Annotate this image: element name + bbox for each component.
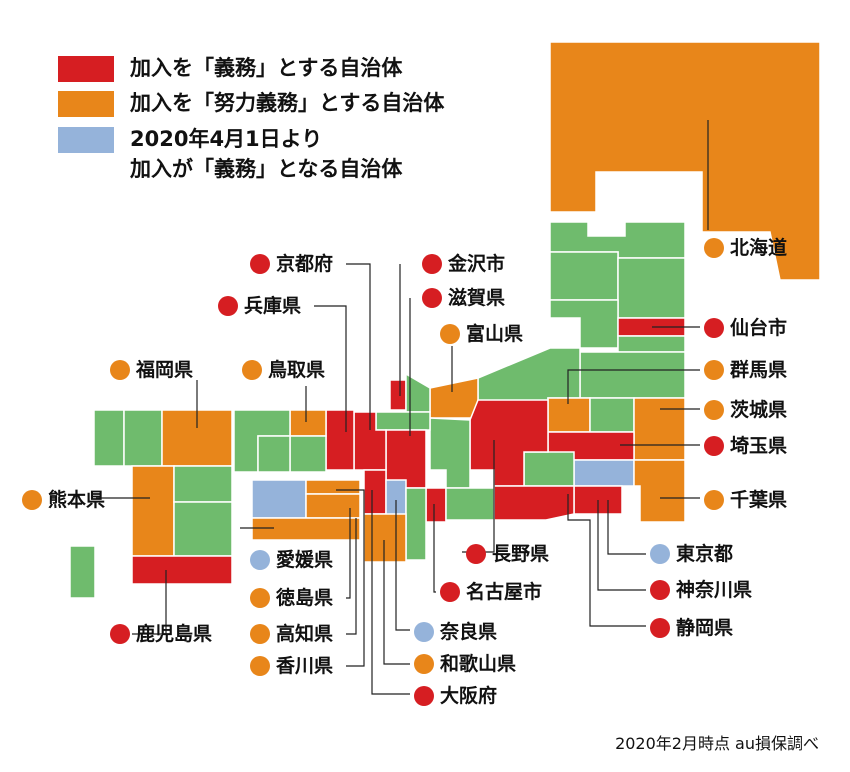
- leader-line: [346, 518, 357, 635]
- legend-text-effort: 加入を「努力義務」とする自治体: [130, 91, 445, 115]
- status-dot: [704, 238, 724, 258]
- leader-line: [597, 500, 646, 591]
- region-toyama: [429, 377, 479, 419]
- region-hiroshima: [257, 435, 291, 473]
- leader-line: [607, 500, 646, 555]
- status-dot: [440, 324, 460, 344]
- region-oita: [173, 465, 233, 503]
- region-hokkaido: [549, 41, 821, 281]
- status-dot: [704, 318, 724, 338]
- status-dot: [250, 588, 270, 608]
- leader-line: [433, 504, 436, 593]
- region-kochi: [251, 517, 361, 541]
- status-dot: [250, 254, 270, 274]
- status-dot: [422, 254, 442, 274]
- region-tokushima: [305, 493, 361, 519]
- region-gifu: [429, 417, 471, 489]
- leader-line: [383, 540, 410, 665]
- region-kagawa: [305, 479, 361, 495]
- legend-swatch-mandatory: [58, 56, 114, 82]
- region-mie: [405, 487, 427, 561]
- source-note: 2020年2月時点 au損保調べ: [615, 734, 819, 753]
- region-okayama: [289, 435, 327, 473]
- status-dot: [250, 656, 270, 676]
- leader-line: [336, 489, 365, 667]
- region-akita: [549, 251, 619, 301]
- status-dot: [440, 582, 460, 602]
- leader-line: [371, 490, 410, 695]
- leader-line: [346, 508, 351, 599]
- status-dot: [704, 436, 724, 456]
- region-miyazaki: [173, 501, 233, 557]
- leader-line: [346, 263, 371, 430]
- leader-line: [567, 494, 646, 627]
- region-kanazawa: [389, 379, 407, 411]
- legend-swatch-from-april-2020: [58, 127, 114, 153]
- status-dot: [650, 580, 670, 600]
- status-dot: [414, 622, 434, 642]
- region-ibaraki: [633, 397, 686, 461]
- status-dot: [704, 360, 724, 380]
- region-fukui: [375, 411, 431, 431]
- region-nagoya: [425, 487, 447, 523]
- region-tochigi: [589, 397, 635, 433]
- region-fukushima: [579, 351, 686, 399]
- leader-lines: [96, 120, 709, 695]
- legend-text-from-april-2020-line1: 2020年4月1日より: [130, 127, 323, 151]
- region-saga: [123, 409, 163, 467]
- status-dot: [704, 400, 724, 420]
- region-miyagi: [617, 335, 686, 353]
- status-dot: [650, 618, 670, 638]
- status-dot: [250, 550, 270, 570]
- leader-line: [132, 570, 167, 635]
- region-osaka: [363, 469, 387, 515]
- region-kumamoto: [131, 465, 175, 557]
- status-dot: [422, 288, 442, 308]
- status-dot: [650, 544, 670, 564]
- leader-line: [314, 305, 347, 432]
- status-dot: [22, 490, 42, 510]
- leader-line: [567, 369, 700, 404]
- region-ehime: [251, 479, 307, 519]
- status-dot: [242, 360, 262, 380]
- region-hyogo: [325, 409, 355, 471]
- region-wakayama: [363, 513, 407, 563]
- region-aichi: [445, 487, 495, 521]
- region-okinawa: [69, 545, 96, 599]
- status-dot: [110, 360, 130, 380]
- legend-text-from-april-2020-line2: 加入が「義務」となる自治体: [130, 157, 403, 181]
- status-dot: [466, 544, 486, 564]
- status-dot: [110, 624, 130, 644]
- status-dot: [250, 624, 270, 644]
- status-dot: [704, 490, 724, 510]
- region-kagoshima: [131, 555, 233, 585]
- region-chiba: [633, 459, 686, 523]
- region-yamanashi: [523, 451, 575, 487]
- region-yamagata: [549, 299, 619, 349]
- status-dot: [218, 296, 238, 316]
- region-tottori: [289, 409, 327, 437]
- region-iwate: [617, 257, 686, 319]
- status-dot: [414, 686, 434, 706]
- region-gunma: [547, 397, 591, 433]
- legend-swatch-effort: [58, 91, 114, 117]
- legend-text-mandatory: 加入を「義務」とする自治体: [130, 56, 403, 80]
- status-dot: [414, 654, 434, 674]
- region-tokyo: [573, 459, 635, 487]
- region-nagasaki: [93, 409, 125, 467]
- leader-line: [395, 500, 410, 631]
- region-shizuoka: [493, 485, 575, 521]
